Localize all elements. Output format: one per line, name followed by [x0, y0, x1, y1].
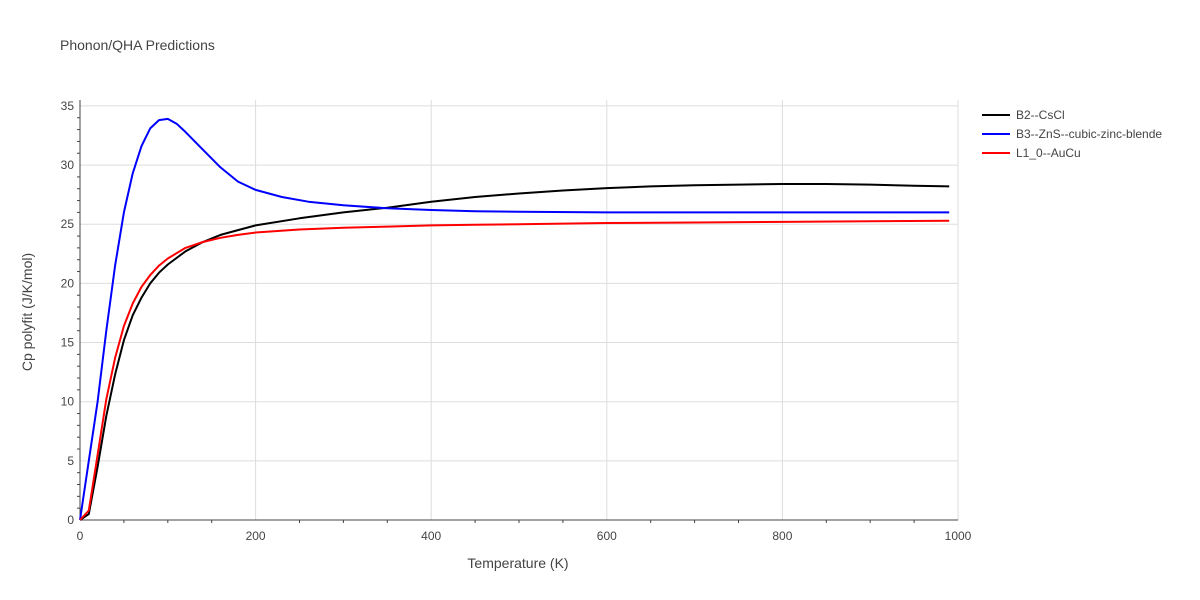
legend-label: L1_0--AuCu — [1016, 146, 1081, 160]
y-axis-title: Cp polyfit (J/K/mol) — [19, 253, 35, 371]
y-tick-label: 30 — [61, 158, 75, 172]
y-tick-label: 5 — [67, 454, 74, 468]
y-tick-label: 15 — [61, 336, 75, 350]
series-line-1 — [79, 117, 950, 521]
plot-area — [79, 117, 950, 521]
x-tick-label: 400 — [421, 529, 441, 543]
y-tick-label: 10 — [61, 395, 75, 409]
legend-label: B3--ZnS--cubic-zinc-blende — [1016, 127, 1162, 141]
x-tick-label: 0 — [77, 529, 84, 543]
grid-lines — [80, 100, 959, 520]
x-tick-label: 600 — [597, 529, 617, 543]
x-tick-label: 200 — [246, 529, 266, 543]
x-tick-label: 1000 — [945, 529, 972, 543]
x-tick-label: 800 — [772, 529, 792, 543]
legend: B2--CsCl B3--ZnS--cubic-zinc-blende L1_0--… — [982, 108, 1162, 160]
tick-labels: 0 200 400 600 800 1000 0 5 10 15 20 25 30 35 — [61, 99, 972, 543]
series-line-2 — [79, 219, 950, 521]
chart-title: Phonon/QHA Predictions — [60, 37, 215, 53]
legend-label: B2--CsCl — [1016, 108, 1065, 122]
y-tick-label: 35 — [61, 99, 75, 113]
x-axis-title: Temperature (K) — [467, 555, 568, 571]
y-tick-label: 0 — [67, 513, 74, 527]
y-tick-label: 25 — [61, 217, 75, 231]
axes — [77, 100, 958, 523]
y-tick-label: 20 — [61, 276, 75, 290]
series-line-0 — [79, 183, 950, 521]
